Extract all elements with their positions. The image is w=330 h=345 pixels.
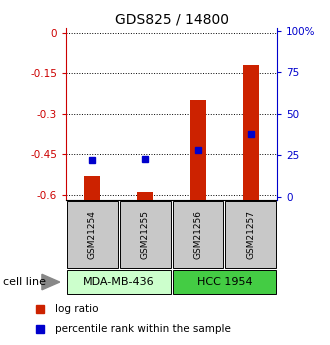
Bar	[243, 65, 259, 200]
Polygon shape	[42, 274, 60, 290]
Text: log ratio: log ratio	[55, 304, 99, 314]
Text: GSM21256: GSM21256	[193, 210, 203, 259]
Bar	[120, 201, 171, 268]
Bar	[84, 176, 100, 200]
Bar	[190, 100, 206, 200]
Text: cell line: cell line	[3, 277, 46, 287]
Title: GDS825 / 14800: GDS825 / 14800	[115, 12, 229, 27]
Text: MDA-MB-436: MDA-MB-436	[83, 277, 155, 287]
Text: GSM21255: GSM21255	[141, 210, 150, 259]
Bar	[225, 201, 276, 268]
Bar	[173, 201, 223, 268]
Bar	[137, 192, 153, 200]
Bar	[67, 270, 171, 294]
Bar	[67, 201, 118, 268]
Text: percentile rank within the sample: percentile rank within the sample	[55, 325, 231, 334]
Text: GSM21254: GSM21254	[88, 210, 97, 259]
Bar	[173, 270, 276, 294]
Text: HCC 1954: HCC 1954	[197, 277, 252, 287]
Text: GSM21257: GSM21257	[246, 210, 255, 259]
